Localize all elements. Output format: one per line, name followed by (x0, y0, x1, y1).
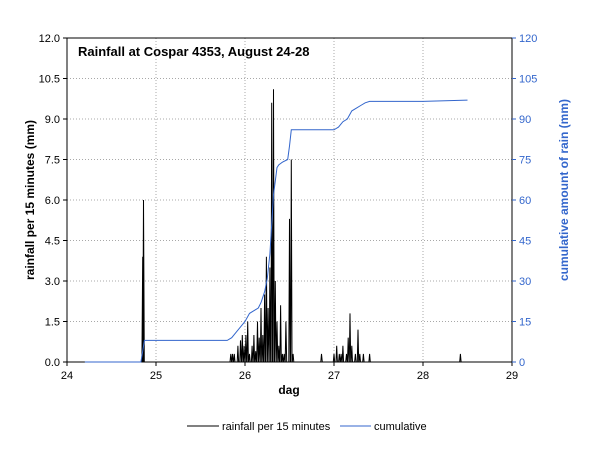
y-tick-label: 7.5 (45, 155, 60, 167)
y2-tick-label: 30 (519, 276, 531, 288)
y2-tick-label: 120 (519, 33, 537, 45)
x-tick-label: 25 (150, 370, 162, 382)
y-tick-label: 6.0 (45, 195, 60, 207)
x-tick-label: 26 (239, 370, 251, 382)
chart-title: Rainfall at Cospar 4353, August 24-28 (78, 44, 309, 59)
y2-axis-label: cumulative amount of rain (mm) (557, 99, 571, 281)
x-axis-label: dag (278, 383, 299, 397)
y-tick-label: 10.5 (39, 74, 60, 86)
x-tick-label: 28 (417, 370, 429, 382)
y-tick-label: 1.5 (45, 317, 60, 329)
y2-tick-label: 45 (519, 236, 531, 248)
legend-label-rainfall: rainfall per 15 minutes (222, 421, 331, 433)
y-axis-ticks: 0.0 1.5 3.0 4.5 6.0 7.5 9.0 10.5 12.0 (39, 33, 67, 369)
series-line-rainfall (84, 89, 472, 363)
y-tick-label: 3.0 (45, 276, 60, 288)
y2-tick-label: 0 (519, 357, 525, 369)
y-axis-label: rainfall per 15 minutes (mm) (23, 120, 37, 280)
y2-tick-label: 90 (519, 114, 531, 126)
x-axis-ticks: 24 25 26 27 28 29 (61, 362, 518, 382)
y2-tick-label: 15 (519, 317, 531, 329)
y-tick-label: 4.5 (45, 236, 60, 248)
y-tick-label: 12.0 (39, 33, 60, 45)
y-tick-label: 0.0 (45, 357, 60, 369)
series-group (84, 89, 472, 363)
x-tick-label: 29 (506, 370, 518, 382)
y2-tick-label: 75 (519, 155, 531, 167)
series-line-cumulative (84, 99, 468, 363)
x-tick-label: 24 (61, 370, 73, 382)
y2-tick-label: 60 (519, 195, 531, 207)
y2-axis-ticks: 0 15 30 45 60 75 90 105 120 (512, 33, 537, 369)
y-tick-label: 9.0 (45, 114, 60, 126)
legend-label-cumulative: cumulative (374, 421, 427, 433)
x-tick-label: 27 (328, 370, 340, 382)
legend: rainfall per 15 minutes cumulative (187, 421, 427, 433)
y2-tick-label: 105 (519, 74, 537, 86)
